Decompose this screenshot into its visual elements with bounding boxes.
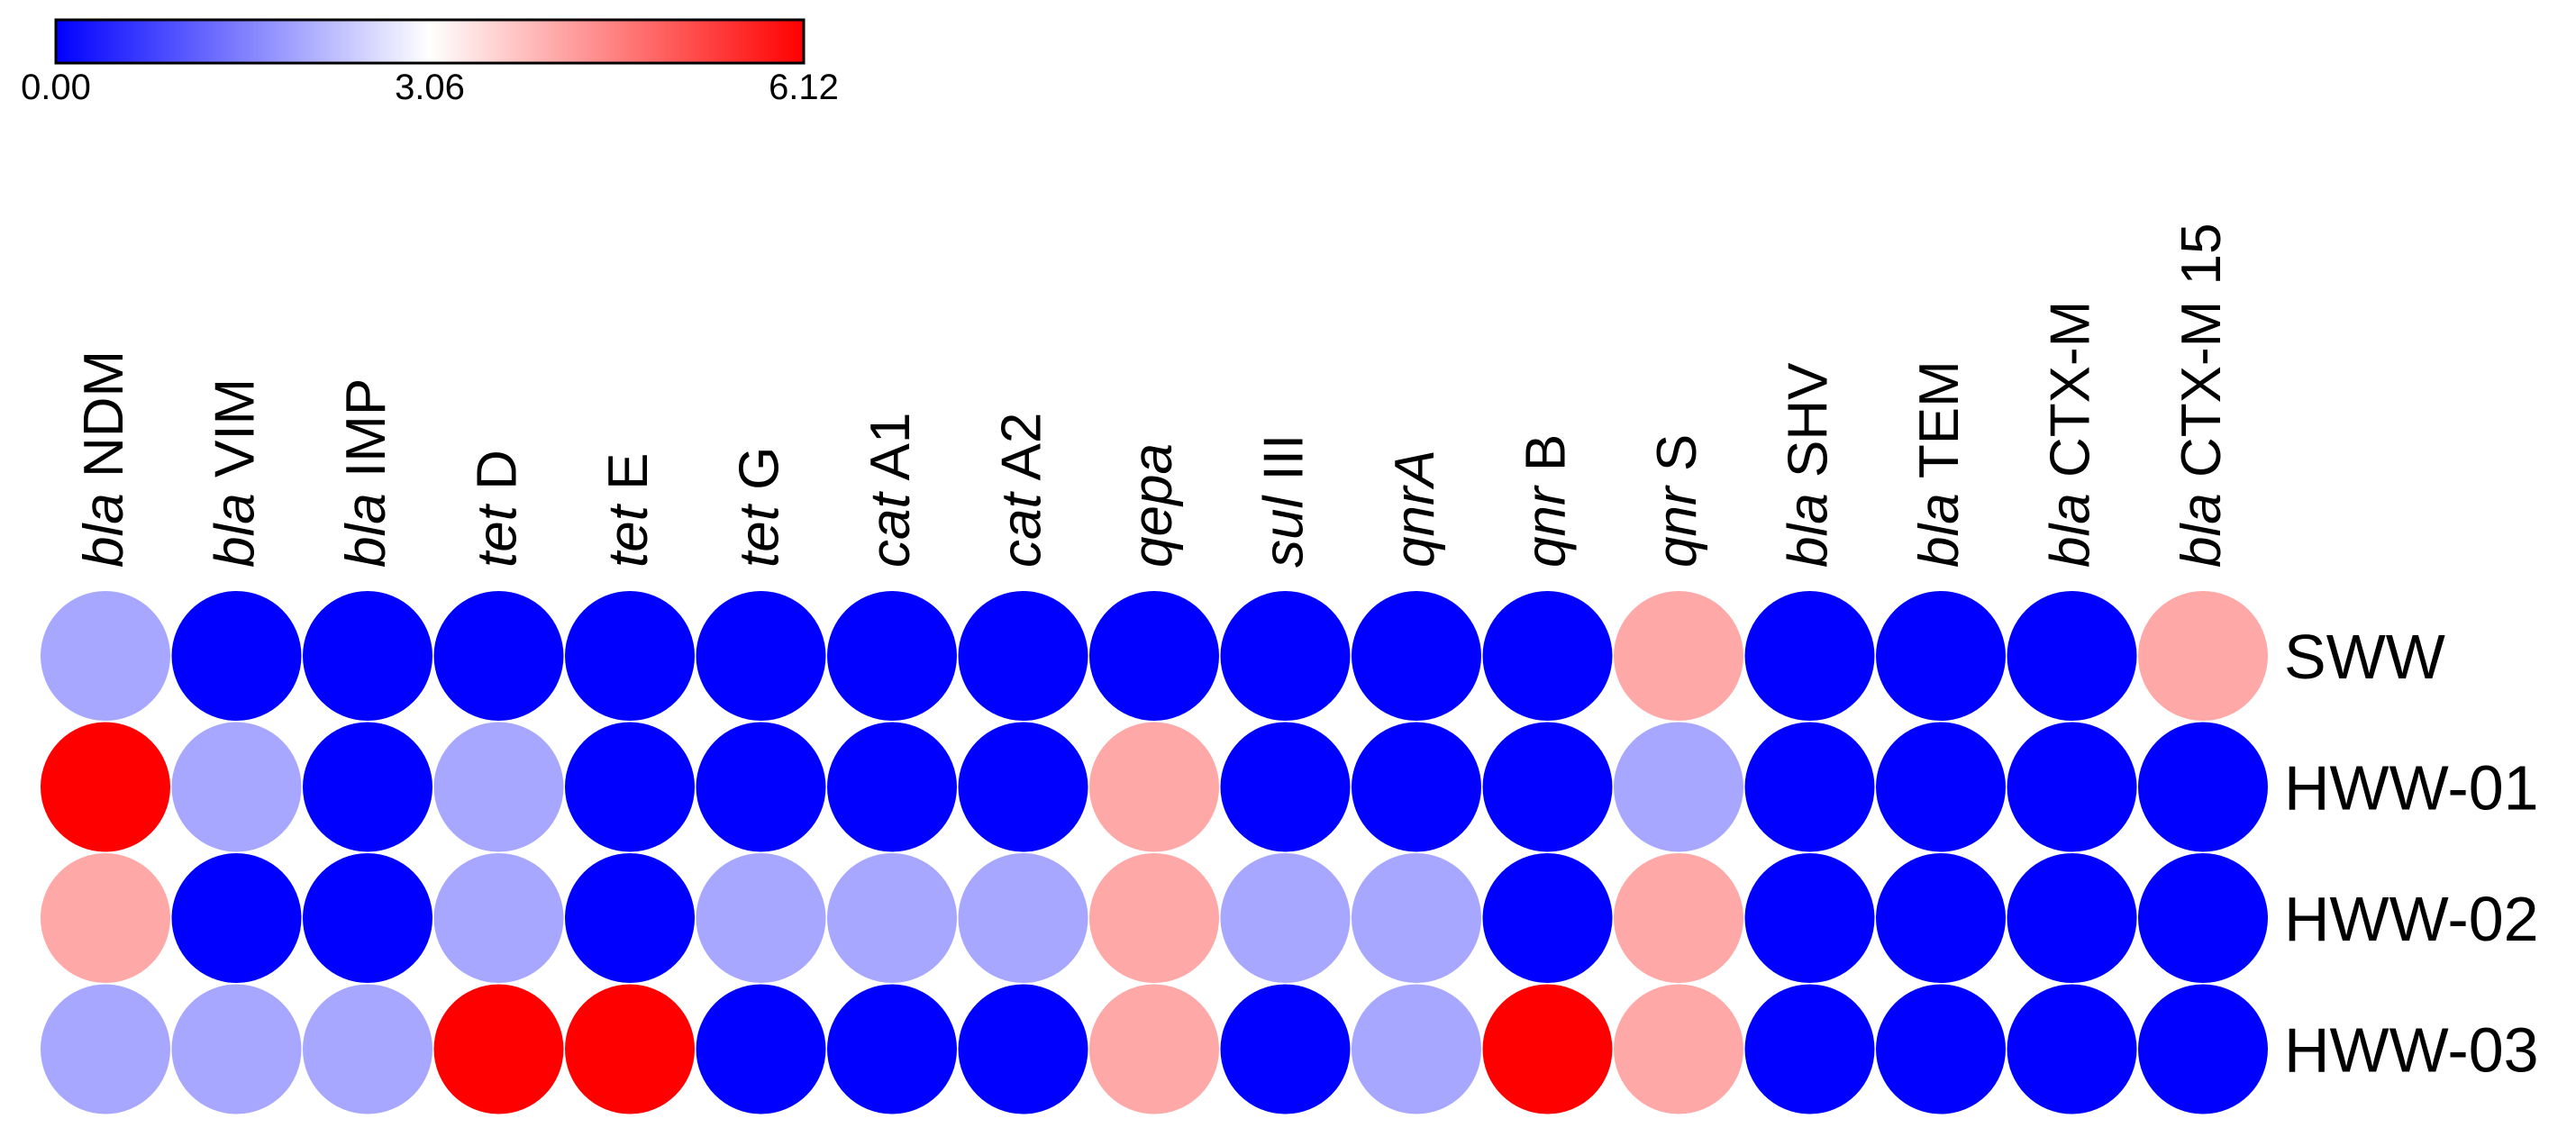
column-label: qnr B [1516, 434, 1578, 568]
heatmap-cell [696, 591, 826, 721]
column-label: qnr S [1646, 434, 1708, 568]
row-label: SWW [2284, 622, 2445, 692]
heatmap-cell [303, 853, 432, 983]
heatmap-cell [958, 984, 1088, 1114]
heatmap-cell [1614, 853, 1743, 983]
row-label: HWW-02 [2284, 884, 2539, 954]
column-label: bla CTX-M 15 [2171, 223, 2233, 568]
column-label: tet E [597, 452, 660, 568]
column-label: bla NDM [73, 350, 135, 568]
heatmap-cell [41, 591, 170, 721]
heatmap-cell [2138, 591, 2268, 721]
column-labels: bla NDM bla VIM bla IMP tet D tet E tet G cat … [73, 223, 2233, 568]
heatmap-cell [303, 722, 432, 852]
column-label: bla CTX-M [2040, 301, 2102, 568]
heatmap-cell [565, 722, 695, 852]
heatmap-cell [1876, 853, 2006, 983]
heatmap-cell [1614, 984, 1743, 1114]
heatmap-cell [2138, 722, 2268, 852]
heatmap-cell [565, 853, 695, 983]
heatmap-cell [171, 591, 302, 721]
colorbar-tick-max: 6.12 [769, 68, 839, 107]
heatmap-cell [565, 984, 695, 1114]
heatmap-cell [1352, 853, 1481, 983]
heatmap-cell [433, 853, 564, 983]
heatmap-cell [1089, 722, 1219, 852]
heatmap-cell [2138, 984, 2268, 1114]
heatmap-cell [958, 853, 1088, 983]
heatmap-cell [41, 722, 170, 852]
column-label: bla IMP [335, 378, 397, 568]
row-labels: SWW HWW-01 HWW-02 HWW-03 [2284, 622, 2539, 1086]
heatmap-cell [433, 591, 564, 721]
heatmap-cell [1352, 722, 1481, 852]
heatmap-cell [958, 591, 1088, 721]
heatmap-cell [1352, 984, 1481, 1114]
heatmap-cell [827, 591, 957, 721]
heatmap-cell [1220, 984, 1351, 1114]
heatmap-cell [1876, 984, 2006, 1114]
heatmap-cell [565, 591, 695, 721]
heatmap-cell [958, 722, 1088, 852]
colorbar-tick-mid: 3.06 [395, 68, 465, 107]
colorbar-tick-min: 0.00 [21, 68, 91, 107]
column-label: qepa [1122, 443, 1184, 568]
heatmap-cell [1744, 722, 1875, 852]
heatmap-cell [2007, 722, 2137, 852]
column-label: cat A1 [860, 413, 922, 568]
heatmap-cell [1482, 591, 1613, 721]
heatmap-cell [696, 853, 826, 983]
heatmap-cell [1614, 722, 1743, 852]
column-label: qnrA [1384, 450, 1446, 568]
colorbar-gradient [54, 18, 806, 65]
heatmap-cell [1876, 591, 2006, 721]
heatmap-cells [41, 591, 2268, 1114]
heatmap-cell [2007, 984, 2137, 1114]
heatmap-cell [41, 853, 170, 983]
heatmap-cell [1220, 591, 1351, 721]
heatmap-cell [171, 984, 302, 1114]
heatmap-cell [696, 722, 826, 852]
column-label: sul III [1253, 434, 1315, 568]
row-label: HWW-03 [2284, 1015, 2539, 1086]
heatmap-cell [303, 984, 432, 1114]
column-label: tet G [729, 447, 791, 568]
heatmap-cell [827, 853, 957, 983]
heatmap-cell [827, 722, 957, 852]
heatmap-cell [1744, 853, 1875, 983]
heatmap-cell [303, 591, 432, 721]
heatmap-cell [1089, 591, 1219, 721]
row-label: HWW-01 [2284, 753, 2539, 823]
heatmap-cell [1220, 853, 1351, 983]
heatmap-cell [2007, 853, 2137, 983]
colorbar: 0.00 3.06 6.12 [21, 18, 839, 107]
heatmap-cell [171, 853, 302, 983]
heatmap-cell [2138, 853, 2268, 983]
heatmap-cell [1876, 722, 2006, 852]
heatmap-cell [696, 984, 826, 1114]
heatmap-cell [1482, 722, 1613, 852]
heatmap-cell [171, 722, 302, 852]
heatmap-cell [1482, 853, 1613, 983]
heatmap-cell [1089, 984, 1219, 1114]
heatmap-cell [433, 984, 564, 1114]
heatmap-cell [1220, 722, 1351, 852]
heatmap-cell [2007, 591, 2137, 721]
column-label: bla TEM [1908, 360, 1971, 568]
heatmap-cell [1089, 853, 1219, 983]
column-label: tet D [467, 450, 529, 568]
heatmap-cell [827, 984, 957, 1114]
heatmap-cell [1352, 591, 1481, 721]
heatmap-cell [1614, 591, 1743, 721]
heatmap-cell [1482, 984, 1613, 1114]
column-label: bla SHV [1778, 362, 1840, 568]
heatmap-cell [1744, 591, 1875, 721]
heatmap-cell [433, 722, 564, 852]
heatmap-cell [1744, 984, 1875, 1114]
column-label: cat A2 [991, 413, 1053, 568]
column-label: bla VIM [205, 378, 267, 568]
heatmap-cell [41, 984, 170, 1114]
